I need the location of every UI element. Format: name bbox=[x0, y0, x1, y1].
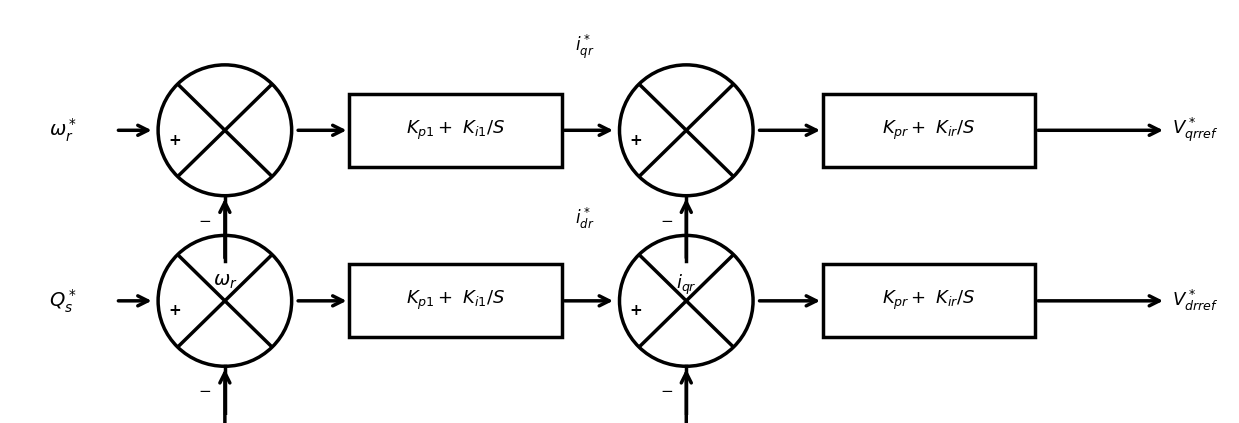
Text: $K_{p1}+\ K_{i1}/S$: $K_{p1}+\ K_{i1}/S$ bbox=[406, 119, 506, 142]
Text: $-$: $-$ bbox=[198, 382, 212, 398]
Text: +: + bbox=[629, 132, 642, 148]
Text: $V_{drref}^*$: $V_{drref}^*$ bbox=[1172, 288, 1218, 313]
Text: $i_{qr}^*$: $i_{qr}^*$ bbox=[575, 33, 595, 61]
FancyBboxPatch shape bbox=[349, 94, 561, 167]
FancyBboxPatch shape bbox=[823, 94, 1036, 167]
Text: $\omega_r^*$: $\omega_r^*$ bbox=[48, 117, 77, 144]
Text: +: + bbox=[629, 303, 642, 318]
Text: $V_{qrref}^*$: $V_{qrref}^*$ bbox=[1172, 116, 1218, 145]
Text: +: + bbox=[169, 303, 181, 318]
Text: $K_{pr}+\ K_{ir}/S$: $K_{pr}+\ K_{ir}/S$ bbox=[882, 119, 976, 142]
Text: $Q_s^*$: $Q_s^*$ bbox=[48, 287, 77, 315]
Text: $K_{p1}+\ K_{i1}/S$: $K_{p1}+\ K_{i1}/S$ bbox=[406, 289, 506, 313]
Text: $i_{dr}^*$: $i_{dr}^*$ bbox=[575, 206, 595, 231]
Text: $K_{pr}+\ K_{ir}/S$: $K_{pr}+\ K_{ir}/S$ bbox=[882, 289, 976, 313]
Text: $-$: $-$ bbox=[659, 382, 673, 398]
Text: $-$: $-$ bbox=[198, 212, 212, 227]
Text: $\omega_r$: $\omega_r$ bbox=[213, 273, 237, 291]
Text: $i_{qr}$: $i_{qr}$ bbox=[675, 273, 696, 297]
FancyBboxPatch shape bbox=[349, 264, 561, 338]
FancyBboxPatch shape bbox=[823, 264, 1036, 338]
Text: $-$: $-$ bbox=[659, 212, 673, 227]
Text: +: + bbox=[169, 132, 181, 148]
